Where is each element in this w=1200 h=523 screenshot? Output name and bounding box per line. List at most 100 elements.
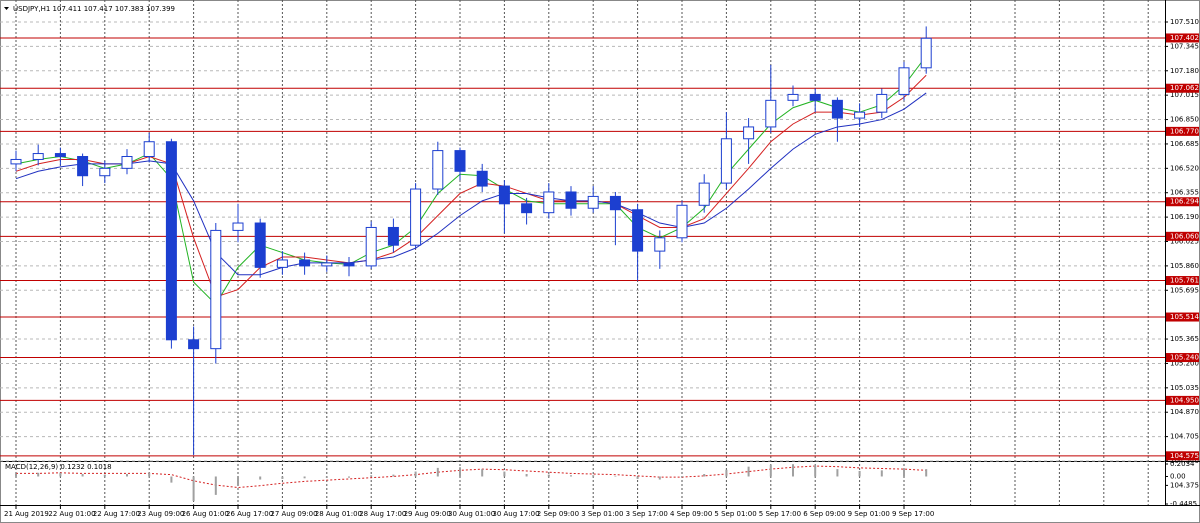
- x-tick-label: 26 Aug 01:00: [182, 510, 229, 518]
- x-tick-label: 27 Aug 09:00: [270, 510, 317, 518]
- macd-bar: [348, 476, 350, 478]
- macd-y-tick-label: 0.2034: [1170, 460, 1195, 468]
- macd-bar: [148, 472, 151, 477]
- candle-body: [476, 170, 488, 187]
- x-tick-label: 5 Sep 01:00: [714, 510, 756, 518]
- y-tick-label: 104.375: [1170, 481, 1199, 489]
- candle-body: [765, 99, 777, 128]
- macd-bar: [814, 465, 817, 477]
- y-tick-label: 104.870: [1170, 408, 1199, 416]
- candle-body: [188, 339, 200, 350]
- level-label: 106.294: [1170, 198, 1199, 206]
- level-label: 106.770: [1170, 127, 1199, 135]
- macd-bar: [481, 469, 484, 477]
- y-tick-label: 107.180: [1170, 67, 1199, 75]
- x-tick-label: 9 Sep 17:00: [892, 510, 934, 518]
- macd-bar: [303, 476, 306, 479]
- level-label-bg: [1166, 276, 1199, 286]
- x-tick-label: 9 Sep 01:00: [848, 510, 890, 518]
- y-tick-label: 105.695: [1170, 286, 1199, 294]
- candle-body: [654, 237, 666, 252]
- candle-body: [210, 229, 222, 350]
- macd-bar: [769, 464, 772, 477]
- x-tick-label: 2 Sep 09:00: [537, 510, 579, 518]
- level-label-bg: [1166, 451, 1199, 461]
- macd-bar: [858, 470, 861, 477]
- y-tick-label: 105.200: [1170, 359, 1199, 367]
- x-tick-label: 22 Aug 01:00: [48, 510, 95, 518]
- macd-bar: [237, 476, 239, 486]
- level-label: 105.514: [1170, 313, 1199, 321]
- macd-bar: [126, 474, 128, 477]
- macd-bar: [614, 475, 617, 477]
- candle-body: [10, 158, 22, 165]
- macd-bar: [325, 476, 328, 478]
- candle-body: [787, 93, 799, 101]
- candle-body: [565, 191, 577, 209]
- candle-body: [831, 99, 843, 119]
- macd-bar: [547, 474, 550, 477]
- level-label-bg: [1166, 126, 1199, 136]
- candle-body: [743, 126, 755, 140]
- macd-signal: [16, 465, 927, 489]
- macd-bar: [703, 474, 706, 477]
- level-label: 107.062: [1170, 84, 1199, 92]
- macd-bar: [880, 470, 883, 477]
- candle-body: [454, 150, 466, 172]
- macd-bar: [925, 469, 928, 477]
- candle-body: [632, 209, 644, 252]
- macd-bar: [37, 472, 40, 477]
- y-tick-label: 104.705: [1170, 433, 1199, 441]
- macd-bar: [281, 476, 284, 479]
- level-label: 104.950: [1170, 396, 1199, 404]
- candle-body: [498, 185, 510, 205]
- candle-body: [587, 195, 599, 209]
- macd-bar: [370, 475, 373, 477]
- candle-body: [276, 259, 288, 268]
- x-tick-label: 30 Aug 17:00: [492, 510, 539, 518]
- macd-bar: [725, 469, 728, 477]
- level-label-bg: [1166, 33, 1199, 43]
- macd-bar: [392, 474, 395, 477]
- macd-y-tick-label: 0.00: [1170, 472, 1186, 480]
- y-tick-label: 106.520: [1170, 164, 1199, 172]
- level-label-bg: [1166, 231, 1199, 241]
- candle-body: [54, 153, 66, 158]
- candle-body: [121, 156, 133, 169]
- candle-body: [99, 167, 111, 177]
- macd-bar: [636, 476, 639, 479]
- y-tick-label: 107.015: [1170, 91, 1199, 99]
- x-tick-label: 21 Aug 2019: [4, 510, 49, 518]
- candle-body: [165, 141, 177, 341]
- y-tick-label: 107.510: [1170, 18, 1199, 26]
- level-label: 104.575: [1170, 452, 1199, 460]
- menu-triangle: [4, 7, 9, 10]
- macd-bar: [570, 475, 572, 477]
- candle-body: [321, 262, 333, 267]
- y-tick-label: 105.860: [1170, 262, 1199, 270]
- level-label-bg: [1166, 312, 1199, 322]
- candle-body: [32, 153, 44, 160]
- x-tick-label: 29 Aug 09:00: [404, 510, 451, 518]
- macd-bar: [459, 467, 461, 477]
- macd-bar: [747, 466, 750, 477]
- macd-title: MACD(12,26,9) 0.1232 0.1018: [5, 463, 112, 471]
- y-tick-label: 106.850: [1170, 116, 1199, 124]
- macd-bar: [503, 471, 506, 477]
- candle-body: [920, 37, 932, 69]
- candle-body: [809, 93, 821, 101]
- candle-body: [898, 67, 910, 95]
- chart-title: USDJPY,H1 107.411 107.417 107.383 107.39…: [13, 5, 175, 13]
- candle-body: [254, 222, 266, 268]
- candle-body: [143, 141, 155, 158]
- macd-bar: [681, 476, 683, 478]
- macd-bar: [414, 471, 417, 477]
- macd-bar: [836, 469, 839, 477]
- x-tick-label: 30 Aug 01:00: [448, 510, 495, 518]
- x-tick-label: 23 Aug 09:00: [137, 510, 184, 518]
- x-tick-label: 3 Sep 01:00: [581, 510, 623, 518]
- y-tick-label: 106.685: [1170, 140, 1199, 148]
- level-label: 105.240: [1170, 354, 1199, 362]
- candle-body: [720, 138, 732, 184]
